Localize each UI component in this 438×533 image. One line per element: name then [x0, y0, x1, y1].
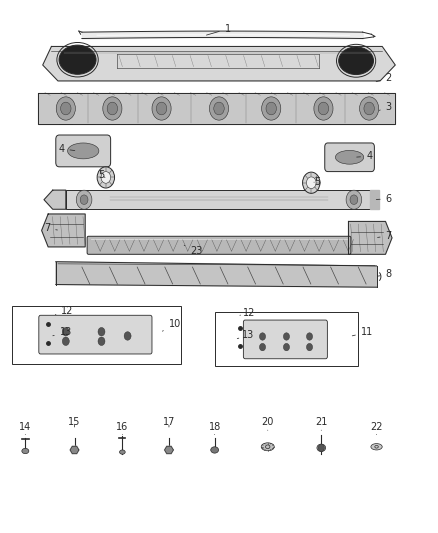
- Circle shape: [364, 102, 374, 115]
- Text: 22: 22: [370, 422, 383, 434]
- FancyBboxPatch shape: [39, 316, 152, 354]
- Circle shape: [259, 343, 265, 351]
- Text: 7: 7: [44, 223, 57, 233]
- FancyBboxPatch shape: [215, 312, 358, 366]
- Text: 17: 17: [163, 417, 175, 427]
- Ellipse shape: [317, 444, 325, 451]
- Polygon shape: [70, 446, 79, 454]
- Text: 13: 13: [237, 330, 254, 341]
- FancyBboxPatch shape: [12, 306, 181, 364]
- Circle shape: [283, 343, 290, 351]
- Circle shape: [307, 333, 313, 340]
- Circle shape: [124, 332, 131, 340]
- Circle shape: [318, 102, 328, 115]
- Ellipse shape: [211, 447, 219, 453]
- FancyBboxPatch shape: [325, 143, 374, 172]
- Text: 12: 12: [240, 308, 256, 318]
- Text: 4: 4: [357, 151, 372, 161]
- Circle shape: [62, 327, 69, 336]
- FancyBboxPatch shape: [66, 190, 371, 209]
- Text: 10: 10: [162, 319, 181, 331]
- Circle shape: [156, 102, 167, 115]
- Polygon shape: [56, 262, 377, 287]
- Polygon shape: [371, 190, 379, 209]
- Circle shape: [98, 327, 105, 336]
- Ellipse shape: [339, 47, 374, 75]
- Polygon shape: [39, 93, 395, 124]
- Text: 16: 16: [116, 422, 128, 434]
- Circle shape: [209, 97, 229, 120]
- Circle shape: [360, 97, 379, 120]
- Circle shape: [80, 195, 88, 205]
- Ellipse shape: [67, 143, 99, 159]
- Text: 5: 5: [314, 176, 320, 187]
- Circle shape: [318, 444, 324, 451]
- Circle shape: [307, 177, 316, 189]
- Polygon shape: [44, 190, 66, 209]
- Polygon shape: [165, 446, 173, 454]
- Text: 3: 3: [379, 102, 392, 112]
- Circle shape: [152, 97, 171, 120]
- Circle shape: [60, 102, 71, 115]
- Ellipse shape: [120, 450, 125, 454]
- Text: 4: 4: [58, 144, 75, 154]
- Ellipse shape: [261, 443, 274, 451]
- FancyBboxPatch shape: [56, 135, 111, 167]
- Circle shape: [307, 343, 313, 351]
- Circle shape: [107, 102, 117, 115]
- Text: 15: 15: [68, 417, 81, 427]
- Circle shape: [56, 97, 75, 120]
- Circle shape: [103, 97, 122, 120]
- Text: 13: 13: [53, 327, 72, 337]
- Text: 8: 8: [378, 270, 392, 279]
- Ellipse shape: [371, 443, 382, 450]
- Text: 7: 7: [378, 231, 392, 241]
- Circle shape: [303, 172, 320, 193]
- Circle shape: [259, 333, 265, 340]
- Text: 23: 23: [184, 245, 202, 256]
- Circle shape: [350, 195, 358, 205]
- Circle shape: [266, 102, 276, 115]
- Text: 18: 18: [208, 422, 221, 434]
- Polygon shape: [43, 46, 395, 81]
- Ellipse shape: [22, 448, 29, 454]
- Circle shape: [214, 102, 224, 115]
- Circle shape: [101, 172, 111, 183]
- Ellipse shape: [336, 150, 364, 164]
- Circle shape: [76, 190, 92, 209]
- Text: 20: 20: [261, 417, 274, 430]
- Circle shape: [97, 167, 115, 188]
- Circle shape: [62, 337, 69, 345]
- Circle shape: [346, 190, 362, 209]
- Text: 1: 1: [206, 24, 231, 35]
- Text: 12: 12: [56, 306, 74, 316]
- Text: 5: 5: [99, 171, 105, 180]
- Ellipse shape: [59, 45, 96, 74]
- Circle shape: [314, 97, 333, 120]
- Circle shape: [261, 97, 281, 120]
- Polygon shape: [42, 214, 85, 247]
- Text: 6: 6: [376, 193, 392, 204]
- Circle shape: [283, 333, 290, 340]
- Text: 21: 21: [315, 417, 328, 430]
- Circle shape: [98, 337, 105, 345]
- Polygon shape: [349, 221, 392, 254]
- FancyBboxPatch shape: [87, 236, 351, 254]
- Text: 11: 11: [352, 327, 373, 337]
- Text: 14: 14: [19, 422, 32, 434]
- Text: 2: 2: [376, 72, 392, 83]
- FancyBboxPatch shape: [244, 320, 327, 359]
